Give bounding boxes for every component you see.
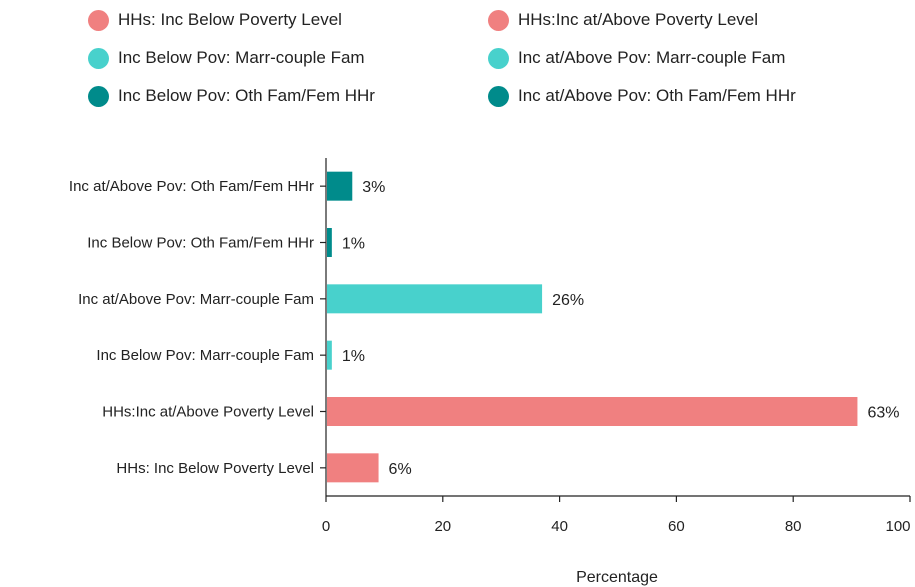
x-axis: 0 20 40 60 80 100	[322, 495, 911, 535]
x-tick-label: 100	[885, 518, 910, 535]
data-label: 1%	[342, 236, 365, 253]
bar	[327, 171, 353, 201]
data-label: 63%	[867, 405, 899, 422]
y-tick-label: HHs:Inc at/Above Poverty Level	[102, 404, 314, 421]
legend-item: Inc Below Pov: Oth Fam/Fem HHr	[88, 81, 488, 111]
legend-item: Inc at/Above Pov: Marr-couple Fam	[488, 43, 888, 73]
legend-swatch	[488, 85, 509, 107]
legend-label: Inc Below Pov: Marr-couple Fam	[118, 48, 365, 67]
legend-swatch	[488, 47, 509, 69]
legend-swatch	[488, 9, 509, 31]
y-tick-label: Inc Below Pov: Marr-couple Fam	[96, 347, 314, 364]
legend-item: HHs: Inc Below Poverty Level	[88, 5, 488, 35]
y-tick-label: HHs: Inc Below Poverty Level	[116, 460, 314, 477]
x-tick-label: 40	[551, 518, 568, 535]
y-tick-label: Inc Below Pov: Oth Fam/Fem HHr	[87, 235, 314, 252]
x-tick-label: 80	[785, 518, 802, 535]
legend-swatch	[88, 85, 109, 107]
legend-label: Inc at/Above Pov: Marr-couple Fam	[518, 48, 786, 67]
bars-group: 6% 63% 1% 26% 1% 3%	[327, 171, 899, 483]
bar	[327, 228, 332, 257]
legend-swatch	[88, 9, 109, 31]
x-tick-label: 0	[322, 518, 330, 535]
legend-item: Inc Below Pov: Marr-couple Fam	[88, 43, 488, 73]
data-label: 3%	[362, 179, 385, 196]
legend-item: HHs:Inc at/Above Poverty Level	[488, 5, 888, 35]
legend-item: Inc at/Above Pov: Oth Fam/Fem HHr	[488, 81, 888, 111]
bar	[327, 397, 858, 426]
legend-label: Inc at/Above Pov: Oth Fam/Fem HHr	[518, 86, 796, 105]
bar	[327, 453, 379, 483]
data-label: 1%	[342, 348, 365, 365]
data-label: 6%	[389, 461, 412, 478]
legend-label: HHs: Inc Below Poverty Level	[118, 10, 342, 29]
bar	[327, 340, 332, 370]
x-axis-title: Percentage	[576, 569, 658, 586]
chart-legend: HHs: Inc Below Poverty Level HHs:Inc at/…	[88, 5, 888, 111]
y-tick-label: Inc at/Above Pov: Oth Fam/Fem HHr	[69, 178, 314, 195]
data-label: 26%	[552, 292, 584, 309]
y-tick-label: Inc at/Above Pov: Marr-couple Fam	[78, 291, 314, 308]
legend-label: HHs:Inc at/Above Poverty Level	[518, 10, 759, 29]
x-tick-label: 60	[668, 518, 685, 535]
legend-label: Inc Below Pov: Oth Fam/Fem HHr	[118, 86, 375, 105]
x-tick-label: 20	[434, 518, 451, 535]
legend-swatch	[88, 47, 109, 69]
bar	[327, 284, 543, 314]
y-axis: HHs: Inc Below Poverty Level HHs:Inc at/A…	[69, 158, 327, 496]
